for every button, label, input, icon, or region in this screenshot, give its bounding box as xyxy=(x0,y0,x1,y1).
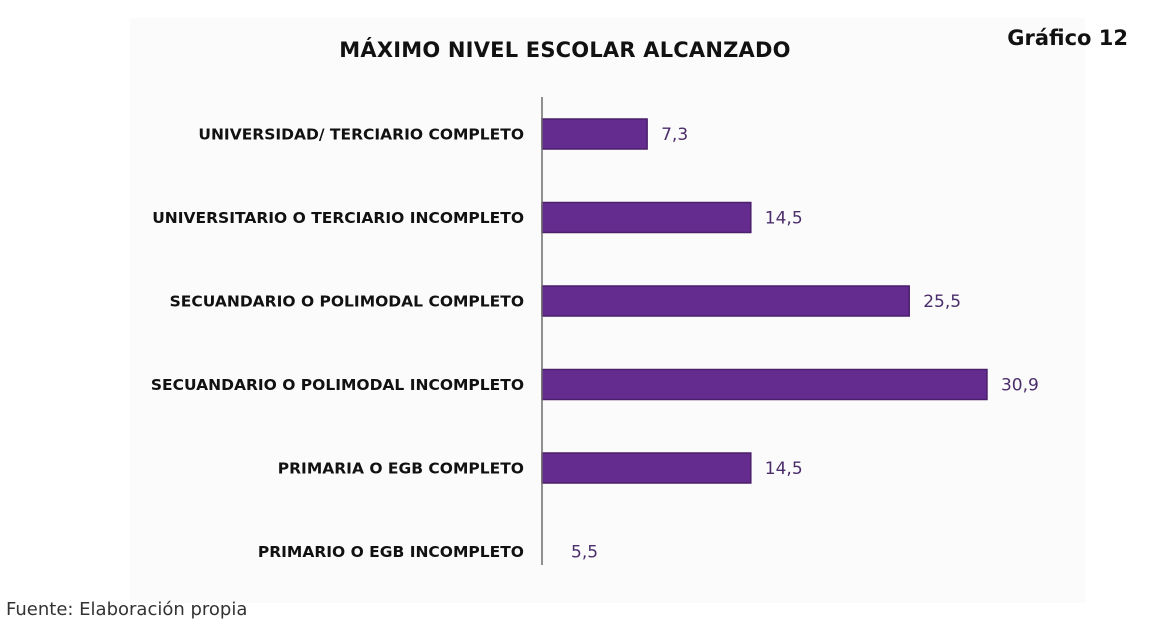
bar-row: UNIVERSITARIO O TERCIARIO INCOMPLETO 14,5 xyxy=(152,201,803,234)
value-label: 14,5 xyxy=(765,209,803,229)
bar xyxy=(541,452,752,484)
bar-row: SECUANDARIO O POLIMODAL INCOMPLETO 30,9 xyxy=(151,368,1039,401)
source-note: Fuente: Elaboración propia xyxy=(6,599,248,620)
category-label: SECUANDARIO O POLIMODAL INCOMPLETO xyxy=(151,376,524,394)
bar-row: PRIMARIA O EGB COMPLETO 14,5 xyxy=(278,452,803,484)
category-label: UNIVERSIDAD/ TERCIARIO COMPLETO xyxy=(198,126,524,144)
value-label: 25,5 xyxy=(923,292,961,312)
value-label: 5,5 xyxy=(571,543,598,563)
bar xyxy=(541,285,910,317)
figure-label: Gráfico 12 xyxy=(1007,26,1128,50)
category-label: SECUANDARIO O POLIMODAL COMPLETO xyxy=(170,293,524,311)
value-label: 7,3 xyxy=(661,125,688,145)
category-label: PRIMARIA O EGB COMPLETO xyxy=(278,460,524,478)
value-label: 14,5 xyxy=(765,459,803,479)
value-label: 30,9 xyxy=(1001,376,1039,396)
bar xyxy=(541,201,752,234)
bar xyxy=(541,368,988,401)
bar-row: UNIVERSIDAD/ TERCIARIO COMPLETO 7,3 xyxy=(198,118,688,150)
category-label: UNIVERSITARIO O TERCIARIO INCOMPLETO xyxy=(152,209,524,227)
category-label: PRIMARIO O EGB INCOMPLETO xyxy=(258,543,524,561)
bar-row: PRIMARIO O EGB INCOMPLETO 5,5 xyxy=(258,543,598,563)
chart-title: MÁXIMO NIVEL ESCOLAR ALCANZADO xyxy=(339,38,791,62)
bar xyxy=(541,118,648,150)
bar-row: SECUANDARIO O POLIMODAL COMPLETO 25,5 xyxy=(170,285,961,317)
